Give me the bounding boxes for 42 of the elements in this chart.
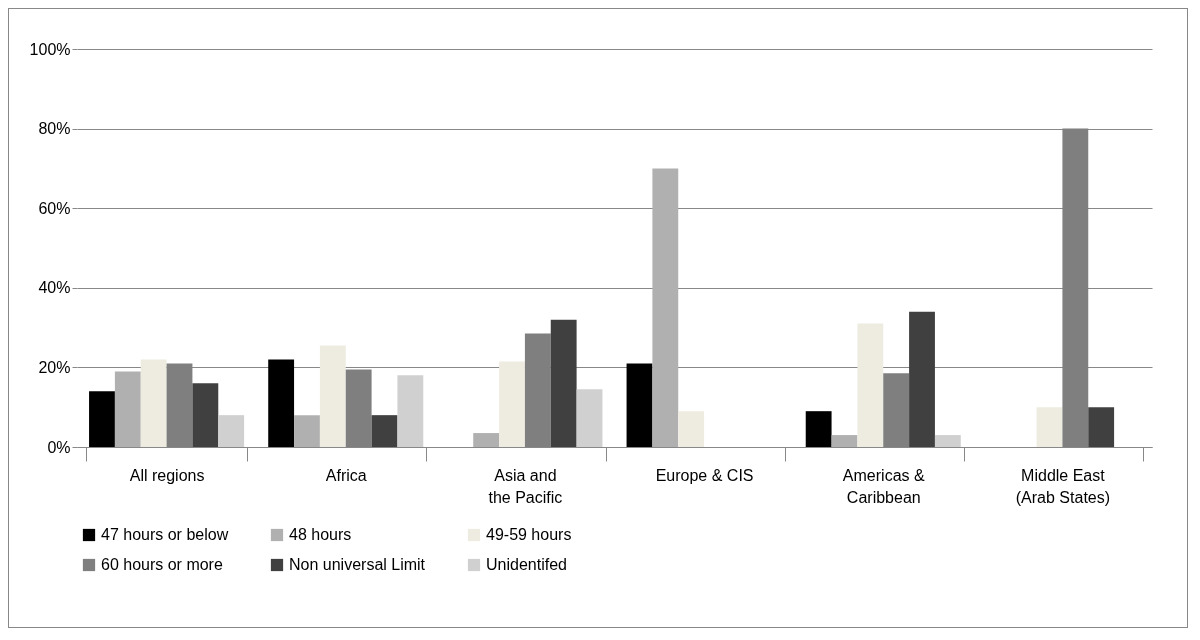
bar <box>1088 407 1115 447</box>
bar <box>831 435 858 447</box>
bar <box>140 359 167 447</box>
bar <box>909 311 935 447</box>
y-tick-label: 100% <box>29 40 71 58</box>
bar <box>550 319 577 447</box>
x-tick-label: Americas & Caribbean <box>842 466 925 506</box>
bar <box>397 375 424 447</box>
x-tick-label: Africa <box>325 466 367 484</box>
bar <box>371 415 398 447</box>
bar <box>473 433 500 447</box>
bar <box>268 359 295 447</box>
bar <box>319 345 346 447</box>
bar <box>294 415 320 447</box>
bar <box>576 389 603 447</box>
bar <box>499 361 525 447</box>
x-tick-label: All regions <box>129 466 205 484</box>
bar <box>218 415 245 447</box>
legend-label: Unidentifed <box>486 556 567 573</box>
x-tick-label: Europe & CIS <box>655 466 754 484</box>
bar <box>934 435 961 447</box>
bar <box>805 411 832 447</box>
bar <box>192 383 219 447</box>
y-tick-label: 80% <box>38 120 71 138</box>
legend-label: Non universal Limit <box>289 556 426 573</box>
y-tick-label: 0% <box>47 438 71 456</box>
x-tick-label: Asia and the Pacific <box>488 466 563 506</box>
bar <box>1036 407 1063 447</box>
bar <box>114 371 141 447</box>
y-tick-label: 20% <box>38 358 71 376</box>
bar <box>89 391 115 447</box>
bar <box>652 168 679 447</box>
y-tick-label: 60% <box>38 199 71 217</box>
legend-label: 60 hours or more <box>101 556 223 573</box>
bar <box>626 363 653 447</box>
legend-label: 49-59 hours <box>486 526 572 543</box>
legend-label: 48 hours <box>289 526 352 543</box>
y-tick-label: 40% <box>38 279 71 297</box>
legend-label: 47 hours or below <box>101 526 229 543</box>
bar <box>857 323 884 447</box>
x-tick-label: Middle East (Arab States) <box>1015 466 1111 506</box>
bar <box>678 411 705 447</box>
